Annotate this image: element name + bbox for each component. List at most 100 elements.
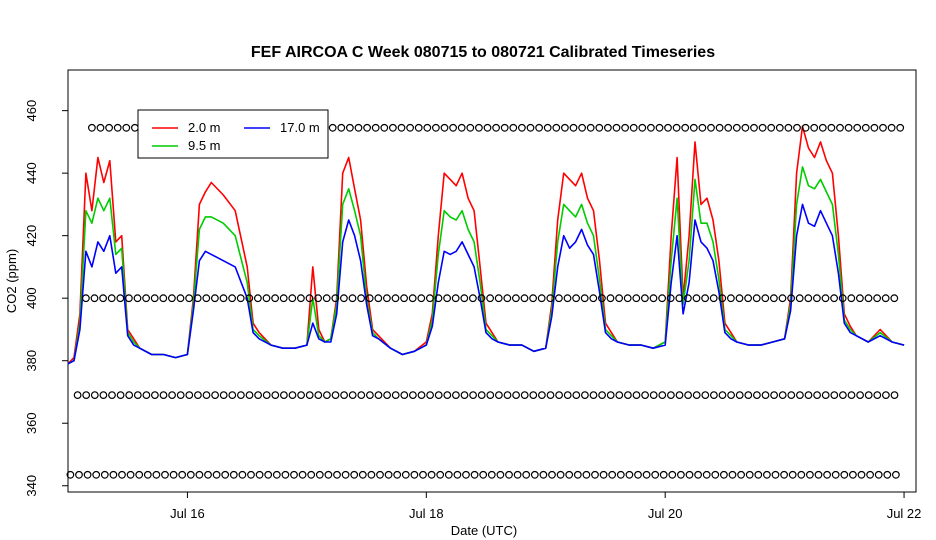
- x-tick-label-3: Jul 22: [887, 506, 922, 521]
- marker-row-369-point-34: [366, 391, 374, 400]
- marker-row-369-point-0: [73, 391, 82, 400]
- marker-row-400-point-57: [572, 294, 580, 303]
- marker-row-400-point-65: [641, 294, 649, 303]
- marker-row-343-point-7: [126, 470, 135, 479]
- marker-row-400-point-51: [520, 294, 529, 303]
- marker-row-369-point-31: [340, 391, 349, 400]
- marker-row-343-point-86: [806, 470, 814, 479]
- marker-row-369-point-59: [581, 391, 589, 400]
- marker-row-454-point-43: [457, 123, 466, 132]
- marker-row-454-point-60: [604, 123, 612, 132]
- marker-row-343-point-55: [539, 470, 548, 479]
- marker-row-343-point-28: [307, 470, 316, 479]
- marker-row-400-point-49: [503, 294, 512, 303]
- marker-row-454-point-0: [87, 123, 96, 132]
- marker-row-343-point-35: [367, 470, 376, 479]
- marker-row-454-point-75: [732, 123, 741, 132]
- marker-row-400-point-94: [890, 294, 899, 303]
- marker-row-454-point-79: [767, 123, 776, 132]
- marker-row-400-point-19: [245, 294, 254, 303]
- marker-row-343-point-81: [763, 470, 771, 479]
- marker-row-454-point-81: [784, 123, 793, 132]
- marker-row-369-point-36: [383, 391, 392, 400]
- marker-row-369-point-23: [271, 391, 280, 400]
- marker-row-400-point-89: [847, 294, 856, 303]
- marker-row-343-point-54: [530, 470, 539, 479]
- marker-row-369-point-41: [426, 391, 435, 400]
- marker-row-369-point-32: [348, 391, 357, 400]
- marker-row-343-point-30: [324, 470, 333, 479]
- marker-row-369-point-55: [546, 391, 555, 400]
- marker-row-343-point-72: [685, 470, 694, 479]
- marker-row-400-point-72: [701, 294, 709, 303]
- marker-row-369-point-12: [176, 391, 185, 400]
- y-tick-label-440: 440: [24, 162, 39, 184]
- marker-row-369-point-80: [761, 391, 770, 400]
- marker-row-454-point-77: [750, 123, 758, 132]
- marker-row-343-point-12: [169, 470, 178, 479]
- marker-row-343-point-36: [376, 470, 384, 479]
- marker-row-343-point-51: [505, 470, 513, 479]
- marker-row-369-point-45: [460, 391, 469, 400]
- marker-row-400-point-90: [856, 294, 864, 303]
- marker-row-400-point-2: [99, 294, 107, 303]
- marker-row-400-point-50: [512, 294, 520, 303]
- marker-row-400-point-11: [176, 294, 185, 303]
- marker-row-369-point-22: [262, 391, 271, 400]
- marker-row-369-point-49: [495, 391, 503, 400]
- marker-row-400-point-25: [297, 294, 305, 303]
- marker-row-343-point-18: [221, 470, 230, 479]
- marker-row-369-point-14: [193, 391, 202, 400]
- marker-row-343-point-73: [694, 470, 702, 479]
- marker-row-400-point-43: [451, 294, 460, 303]
- marker-row-400-point-3: [107, 294, 116, 303]
- marker-row-343-point-94: [874, 470, 883, 479]
- marker-row-454-point-66: [655, 123, 664, 132]
- marker-row-369-point-85: [804, 391, 813, 400]
- marker-row-343-point-69: [659, 470, 668, 479]
- marker-row-400-point-31: [348, 294, 357, 303]
- marker-row-454-point-78: [758, 123, 767, 132]
- marker-row-343-point-23: [264, 470, 273, 479]
- marker-row-343-point-62: [599, 470, 608, 479]
- marker-row-400-point-71: [692, 294, 701, 303]
- marker-row-454-point-59: [595, 123, 604, 132]
- marker-row-343-point-68: [651, 470, 660, 479]
- marker-row-400-point-8: [150, 294, 159, 303]
- marker-row-369-point-21: [254, 391, 263, 400]
- marker-row-369-point-61: [598, 391, 606, 400]
- marker-row-369-point-76: [727, 391, 735, 400]
- marker-row-343-point-37: [384, 470, 393, 479]
- marker-row-400-point-59: [589, 294, 598, 303]
- legend-label-2m: 2.0 m: [188, 120, 221, 135]
- marker-row-343-point-71: [677, 470, 685, 479]
- marker-row-454-point-72: [707, 123, 715, 132]
- marker-row-369-point-93: [873, 391, 882, 400]
- marker-row-400-point-73: [709, 294, 718, 303]
- marker-row-369-point-73: [701, 391, 710, 400]
- marker-row-400-point-4: [116, 294, 125, 303]
- marker-row-400-point-30: [340, 294, 348, 303]
- marker-row-454-point-1: [96, 123, 105, 132]
- legend-box: [137, 109, 329, 159]
- marker-row-369-point-92: [864, 391, 873, 400]
- marker-row-454-point-2: [105, 123, 113, 132]
- marker-row-343-point-26: [290, 470, 298, 479]
- marker-row-454-point-5: [130, 123, 139, 132]
- marker-row-454-point-84: [810, 123, 819, 132]
- marker-row-343-point-52: [513, 470, 522, 479]
- marker-row-454-point-58: [586, 123, 595, 132]
- marker-row-454-point-85: [818, 123, 827, 132]
- marker-row-369-point-82: [778, 391, 787, 400]
- marker-row-400-point-92: [873, 294, 881, 303]
- marker-row-400-point-9: [159, 294, 168, 303]
- plot-frame: [67, 69, 917, 493]
- marker-row-369-point-88: [830, 391, 839, 400]
- marker-row-454-point-33: [371, 123, 380, 132]
- marker-row-343-point-22: [255, 470, 264, 479]
- marker-row-454-point-45: [475, 123, 483, 132]
- marker-row-369-point-20: [245, 391, 254, 400]
- marker-row-454-point-68: [672, 123, 681, 132]
- marker-row-343-point-0: [66, 470, 75, 479]
- marker-row-369-point-63: [615, 391, 624, 400]
